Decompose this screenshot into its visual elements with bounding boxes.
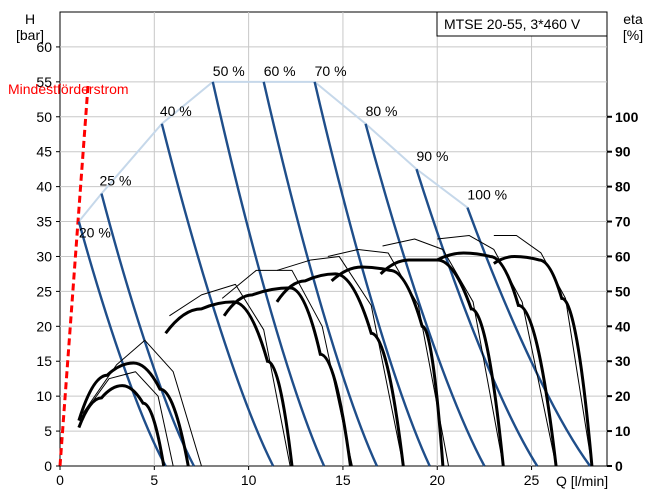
- speed-curve-label: 20 %: [79, 225, 111, 241]
- efficiency-curve: [77, 361, 190, 467]
- power-curve: [493, 235, 593, 467]
- y-right-tick-label: 30: [615, 353, 631, 369]
- y-right-tick-label: 80: [615, 179, 631, 195]
- speed-curve-label: 100 %: [467, 187, 507, 203]
- efficiency-curve: [379, 258, 505, 467]
- speed-curve-label: 60 %: [264, 63, 296, 79]
- y-right-tick-label: 40: [615, 318, 631, 334]
- speed-curve: [364, 123, 486, 467]
- efficiency-curve: [492, 254, 594, 467]
- efficiency-curve: [330, 265, 445, 467]
- power-curve: [78, 371, 174, 467]
- title-box: MTSE 20-55, 3*460 V: [436, 11, 608, 37]
- efficiency-curves: [77, 251, 594, 467]
- power-curve: [327, 248, 450, 467]
- efficiency-curve: [222, 286, 352, 467]
- min-flow-dash: [58, 81, 90, 467]
- grid: [60, 12, 607, 466]
- speed-curve-label: 90 %: [416, 148, 448, 164]
- y-left-tick-label: 0: [44, 458, 52, 474]
- efficiency-curve: [436, 251, 558, 467]
- x-tick-label: 25: [524, 472, 540, 488]
- y-left-tick-label: 55: [36, 74, 52, 90]
- efficiency-curve: [275, 272, 405, 467]
- power-curves: [78, 235, 593, 467]
- speed-curve: [313, 81, 431, 467]
- axes: 0510152025303540455055600102030405060708…: [36, 39, 638, 488]
- speed-curve-label: 40 %: [160, 103, 192, 119]
- y-left-tick-label: 50: [36, 109, 52, 125]
- y-left-label-unit: [bar]: [16, 27, 44, 43]
- y-left-tick-label: 25: [36, 283, 52, 299]
- y-right-tick-label: 90: [615, 144, 631, 160]
- power-curve: [437, 235, 557, 467]
- y-right-tick-label: 0: [615, 458, 623, 474]
- y-right-tick-label: 100: [615, 109, 639, 125]
- y-left-tick-label: 5: [44, 423, 52, 439]
- speed-curve: [211, 81, 326, 467]
- y-right-tick-label: 20: [615, 388, 631, 404]
- min-flow-line: [58, 81, 90, 467]
- y-left-tick-label: 10: [36, 388, 52, 404]
- speed-curve: [262, 81, 378, 467]
- x-tick-label: 0: [56, 472, 64, 488]
- efficiency-curve: [77, 384, 166, 467]
- speed-curves: [77, 81, 591, 467]
- y-right-label-unit: [%]: [623, 27, 643, 43]
- y-left-tick-label: 60: [36, 39, 52, 55]
- curve-labels: 20 % 25 % 40 % 50 % 60 % 70 % 80 % 90 % 100 %: [79, 63, 507, 241]
- y-left-label-h: H: [25, 11, 35, 27]
- y-left-tick-label: 15: [36, 353, 52, 369]
- power-curve: [382, 238, 504, 467]
- speed-curve-label: 25 %: [99, 173, 131, 189]
- min-flow-label: Mindestförderstrom: [8, 81, 129, 97]
- y-right-label-eta: eta: [623, 11, 643, 27]
- chart-title: MTSE 20-55, 3*460 V: [444, 16, 581, 32]
- speed-curve: [160, 123, 275, 467]
- y-left-tick-label: 30: [36, 248, 52, 264]
- x-axis-label: Q [l/min]: [556, 473, 608, 489]
- y-right-tick-label: 50: [615, 283, 631, 299]
- x-tick-label: 20: [429, 472, 445, 488]
- y-right-tick-label: 60: [615, 248, 631, 264]
- speed-curve-label: 50 %: [213, 63, 245, 79]
- speed-curve: [466, 207, 591, 467]
- y-left-tick-label: 35: [36, 214, 52, 230]
- speed-curve-label: 80 %: [366, 103, 398, 119]
- y-left-tick-label: 20: [36, 318, 52, 334]
- x-tick-label: 15: [335, 472, 351, 488]
- plot-area: [59, 11, 608, 467]
- x-tick-label: 5: [150, 472, 158, 488]
- y-left-tick-label: 45: [36, 144, 52, 160]
- power-curve: [276, 255, 404, 467]
- power-curve: [82, 339, 202, 467]
- speed-curve: [77, 221, 167, 467]
- y-left-tick-label: 40: [36, 179, 52, 195]
- speed-curve-label: 70 %: [315, 63, 347, 79]
- y-right-tick-label: 10: [615, 423, 631, 439]
- y-right-tick-label: 70: [615, 214, 631, 230]
- speed-curve: [415, 168, 539, 467]
- power-curve: [169, 283, 291, 467]
- x-tick-label: 10: [241, 472, 257, 488]
